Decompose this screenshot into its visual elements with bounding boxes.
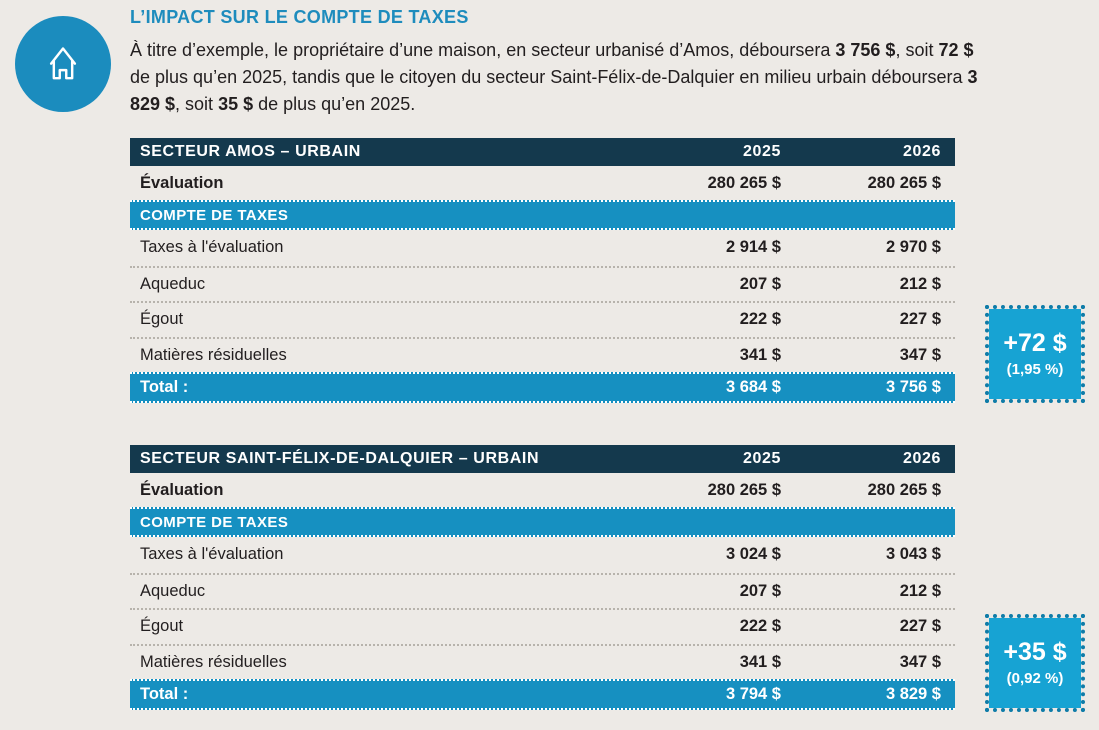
table-row-evaluation: Évaluation 280 265 $ 280 265 $ bbox=[130, 473, 955, 507]
value-2025: 207 $ bbox=[739, 581, 781, 600]
amount-3829: 3 829 $ bbox=[130, 67, 978, 114]
band-label: COMPTE DE TAXES bbox=[140, 206, 289, 224]
increase-badge-saint-felix: +35 $ (0,92 %) bbox=[985, 614, 1085, 712]
row-label: Évaluation bbox=[140, 480, 224, 499]
house-icon-circle bbox=[15, 16, 111, 112]
column-header-2025: 2025 bbox=[743, 450, 781, 467]
total-2025: 3 684 $ bbox=[725, 378, 781, 396]
table-row-egout: Égout 222 $ 227 $ bbox=[130, 608, 955, 644]
value-2026: 280 265 $ bbox=[867, 173, 941, 192]
row-label: Égout bbox=[140, 617, 184, 636]
house-icon bbox=[36, 35, 90, 94]
column-header-2026: 2026 bbox=[903, 450, 941, 467]
section-band-compte-de-taxes: COMPTE DE TAXES bbox=[130, 507, 955, 537]
value-2026: 347 $ bbox=[899, 345, 941, 364]
value-2025: 222 $ bbox=[739, 617, 781, 636]
table-row-taxes-evaluation: Taxes à l'évaluation 3 024 $ 3 043 $ bbox=[130, 537, 955, 573]
table-title: SECTEUR AMOS – URBAIN bbox=[140, 143, 361, 160]
table-header-row: SECTEUR AMOS – URBAIN 2025 2026 bbox=[130, 138, 955, 166]
total-label: Total : bbox=[140, 378, 189, 396]
table-secteur-saint-felix: SECTEUR SAINT-FÉLIX-DE-DALQUIER – URBAIN… bbox=[130, 445, 955, 710]
table-title: SECTEUR SAINT-FÉLIX-DE-DALQUIER – URBAIN bbox=[140, 450, 540, 467]
badge-amount: +35 $ bbox=[1003, 638, 1067, 667]
row-label: Matières résiduelles bbox=[140, 652, 287, 671]
value-2025: 280 265 $ bbox=[707, 173, 781, 192]
total-2025: 3 794 $ bbox=[725, 685, 781, 703]
value-2026: 212 $ bbox=[899, 581, 941, 600]
badge-percent: (1,95 %) bbox=[1006, 360, 1064, 378]
band-label: COMPTE DE TAXES bbox=[140, 513, 289, 531]
value-2026: 212 $ bbox=[899, 274, 941, 293]
table-row-aqueduc: Aqueduc 207 $ 212 $ bbox=[130, 572, 955, 609]
table-row-egout: Égout 222 $ 227 $ bbox=[130, 301, 955, 337]
table-row-total: Total : 3 794 $ 3 829 $ bbox=[130, 679, 955, 710]
table-header-row: SECTEUR SAINT-FÉLIX-DE-DALQUIER – URBAIN… bbox=[130, 445, 955, 473]
section-band-compte-de-taxes: COMPTE DE TAXES bbox=[130, 200, 955, 230]
total-2026: 3 829 $ bbox=[885, 685, 941, 703]
table-row-total: Total : 3 684 $ 3 756 $ bbox=[130, 372, 955, 403]
amount-35: 35 $ bbox=[218, 94, 254, 114]
value-2025: 3 024 $ bbox=[725, 545, 781, 564]
value-2026: 227 $ bbox=[899, 617, 941, 636]
row-label: Évaluation bbox=[140, 173, 224, 192]
table-row-matieres-residuelles: Matières résiduelles 341 $ 347 $ bbox=[130, 643, 955, 680]
row-label: Matières résiduelles bbox=[140, 345, 287, 364]
value-2026: 347 $ bbox=[899, 652, 941, 671]
row-label: Taxes à l'évaluation bbox=[140, 545, 284, 564]
amount-72: 72 $ bbox=[938, 40, 974, 60]
value-2025: 222 $ bbox=[739, 310, 781, 329]
badge-percent: (0,92 %) bbox=[1006, 669, 1064, 687]
value-2025: 341 $ bbox=[739, 652, 781, 671]
value-2026: 227 $ bbox=[899, 310, 941, 329]
intro-text: À titre d’exemple, le propriétaire d’une… bbox=[130, 40, 836, 60]
total-label: Total : bbox=[140, 685, 189, 703]
table-row-matieres-residuelles: Matières résiduelles 341 $ 347 $ bbox=[130, 336, 955, 373]
value-2026: 3 043 $ bbox=[885, 545, 941, 564]
value-2026: 280 265 $ bbox=[867, 480, 941, 499]
value-2026: 2 970 $ bbox=[885, 238, 941, 257]
value-2025: 280 265 $ bbox=[707, 480, 781, 499]
table-row-aqueduc: Aqueduc 207 $ 212 $ bbox=[130, 265, 955, 302]
amount-3756: 3 756 $ bbox=[835, 40, 896, 60]
column-header-2025: 2025 bbox=[743, 143, 781, 160]
table-row-taxes-evaluation: Taxes à l'évaluation 2 914 $ 2 970 $ bbox=[130, 230, 955, 266]
table-row-evaluation: Évaluation 280 265 $ 280 265 $ bbox=[130, 166, 955, 200]
intro-paragraph: À titre d’exemple, le propriétaire d’une… bbox=[130, 40, 978, 114]
row-label: Taxes à l'évaluation bbox=[140, 238, 284, 257]
value-2025: 341 $ bbox=[739, 345, 781, 364]
value-2025: 2 914 $ bbox=[725, 238, 781, 257]
badge-amount: +72 $ bbox=[1003, 329, 1067, 358]
page-title: L’IMPACT SUR LE COMPTE DE TAXES bbox=[130, 7, 469, 27]
row-label: Aqueduc bbox=[140, 581, 206, 600]
row-label: Aqueduc bbox=[140, 274, 206, 293]
total-2026: 3 756 $ bbox=[885, 378, 941, 396]
table-secteur-amos: SECTEUR AMOS – URBAIN 2025 2026 Évaluati… bbox=[130, 138, 955, 403]
increase-badge-amos: +72 $ (1,95 %) bbox=[985, 305, 1085, 403]
value-2025: 207 $ bbox=[739, 274, 781, 293]
column-header-2026: 2026 bbox=[903, 143, 941, 160]
row-label: Égout bbox=[140, 310, 184, 329]
